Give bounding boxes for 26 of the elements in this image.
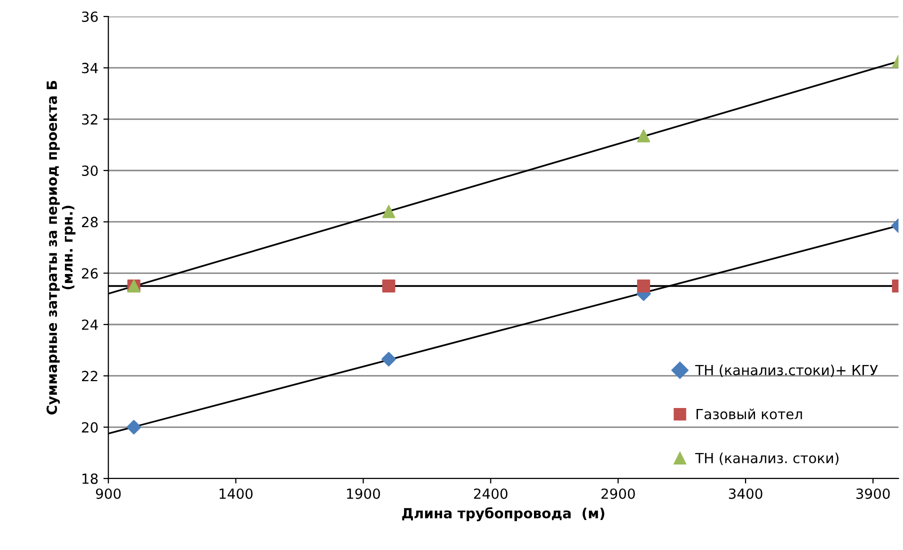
x-tick-label: 3900	[856, 488, 890, 499]
point	[382, 279, 396, 293]
y-tick-label: 34	[82, 62, 98, 74]
y-tick-label: 28	[82, 216, 98, 228]
legend-label: ТН (канализ.стоки)+ КГУ	[695, 364, 878, 377]
x-tick-label: 2900	[601, 488, 635, 499]
x-tick-label: 2400	[474, 488, 508, 499]
y-tick-label: 30	[82, 165, 98, 176]
x-tick-label: 900	[96, 488, 121, 499]
y-tick-label: 32	[82, 114, 98, 125]
y-axis-title: Суммарные затраты за период проекта Б (млн. грн.)	[46, 80, 76, 414]
y-tick-label: 26	[82, 268, 98, 279]
y-tick-label: 36	[82, 11, 98, 22]
point	[381, 352, 396, 366]
y-tick-label: 24	[82, 319, 98, 330]
x-tick-label: 1400	[220, 488, 253, 499]
x-axis-title: Длина трубопровода (м)	[402, 507, 604, 522]
point	[126, 420, 142, 434]
legend-label: ТН (канализ. стоки)	[695, 452, 838, 465]
x-tick-label: 1900	[347, 488, 380, 499]
y-tick-label: 20	[82, 422, 98, 433]
point	[382, 205, 396, 218]
legend-label: Газовый котел	[696, 408, 802, 420]
y-tick-label: 22	[82, 370, 98, 382]
x-tick-label: 3400	[728, 488, 762, 499]
y-tick-label: 18	[82, 473, 98, 484]
